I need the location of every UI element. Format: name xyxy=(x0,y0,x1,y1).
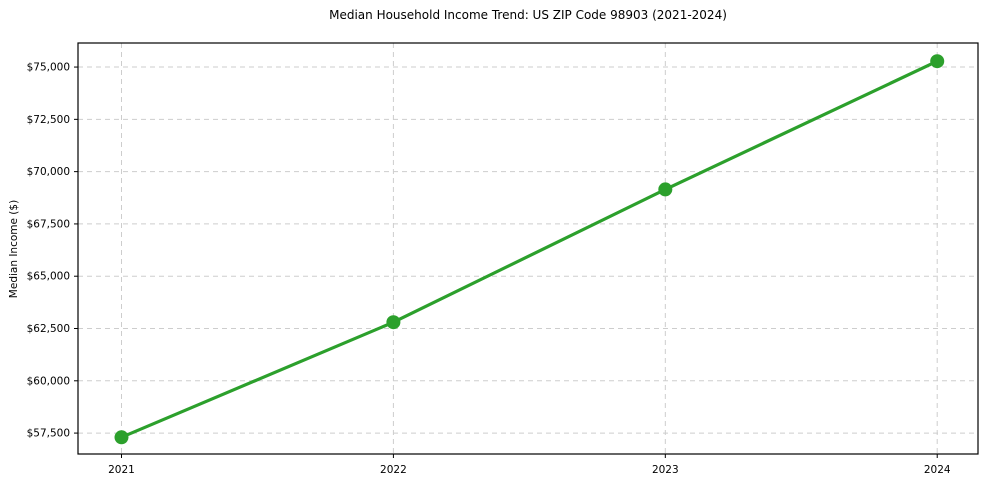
y-tick-label: $70,000 xyxy=(27,166,70,178)
x-tick-label: 2024 xyxy=(924,464,951,476)
y-tick-label: $75,000 xyxy=(27,62,70,74)
data-point-2023 xyxy=(658,182,673,197)
x-tick-label: 2023 xyxy=(652,464,679,476)
data-point-2024 xyxy=(930,54,945,69)
y-tick-label: $60,000 xyxy=(27,375,70,387)
data-point-2021 xyxy=(114,430,129,445)
y-tick-label: $65,000 xyxy=(27,271,70,283)
y-tick-label: $72,500 xyxy=(27,114,70,126)
x-tick-label: 2022 xyxy=(380,464,407,476)
y-tick-label: $62,500 xyxy=(27,323,70,335)
chart-title: Median Household Income Trend: US ZIP Co… xyxy=(329,8,727,22)
plot-border xyxy=(77,42,979,455)
y-tick-label: $57,500 xyxy=(27,428,70,440)
y-tick-label: $67,500 xyxy=(27,218,70,230)
x-tick-label: 2021 xyxy=(108,464,135,476)
trend-line xyxy=(119,59,939,439)
data-point-2022 xyxy=(386,315,401,330)
